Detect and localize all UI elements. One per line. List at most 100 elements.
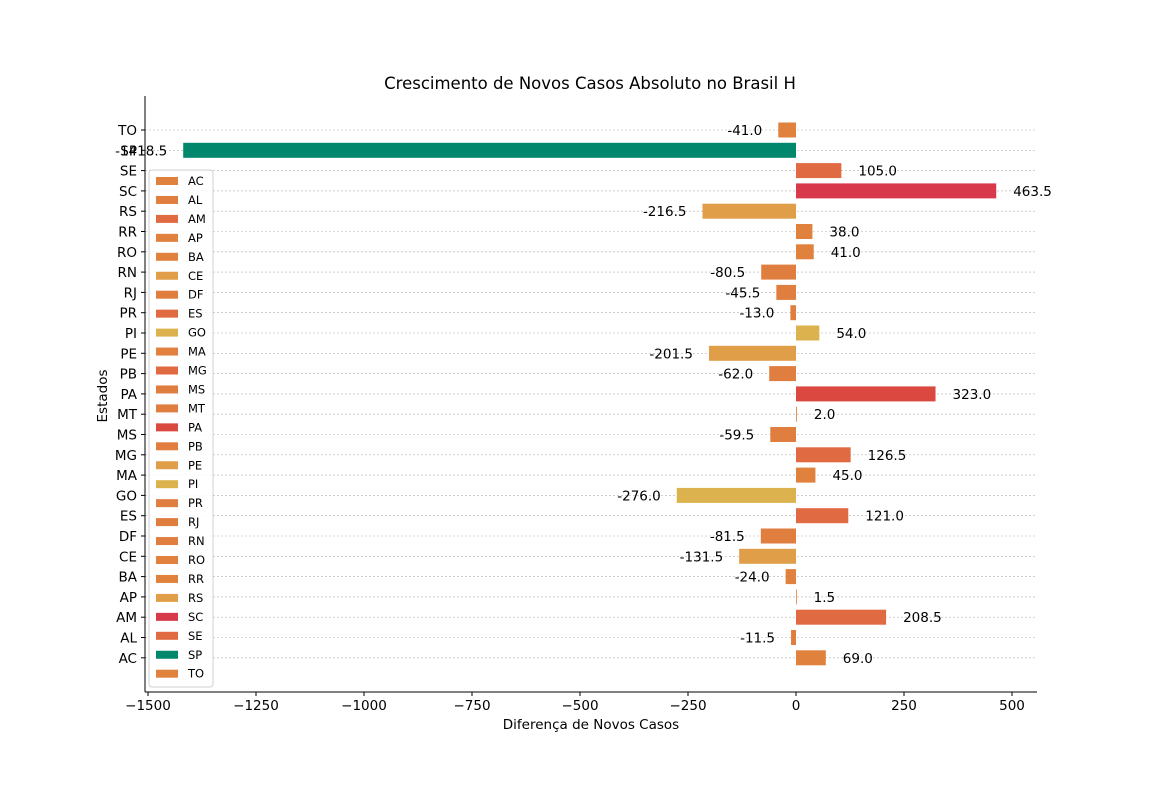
legend-swatch-pi	[156, 480, 178, 489]
data-label-ma: 45.0	[832, 468, 862, 484]
legend-label-al: AL	[188, 193, 203, 207]
legend-label-mt: MT	[188, 401, 206, 415]
legend-swatch-to	[156, 669, 178, 678]
x-tick-label: −500	[561, 698, 598, 714]
legend-label-rr: RR	[188, 572, 204, 586]
data-label-se: 105.0	[858, 164, 897, 180]
bar-pr	[790, 305, 796, 321]
y-tick-label-rr: RR	[118, 225, 137, 241]
y-tick-label-pr: PR	[119, 306, 137, 322]
legend-swatch-mt	[156, 404, 178, 413]
legend-label-ap: AP	[188, 231, 203, 245]
data-label-ap: 1.5	[814, 590, 835, 606]
bar-mt	[796, 406, 797, 422]
legend-label-ma: MA	[188, 345, 206, 359]
data-label-to: -41.0	[727, 123, 762, 139]
data-label-rr: 38.0	[829, 225, 859, 241]
legend-swatch-rn	[156, 537, 178, 546]
data-label-pi: 54.0	[836, 326, 866, 342]
y-tick-label-df: DF	[119, 529, 137, 545]
y-tick-label-ac: AC	[119, 651, 137, 667]
legend-swatch-al	[156, 195, 178, 204]
y-tick-label-pb: PB	[120, 367, 137, 383]
legend-label-sc: SC	[188, 610, 203, 624]
legend-swatch-ma	[156, 347, 178, 356]
bar-df	[760, 528, 796, 544]
bar-pb	[769, 366, 796, 382]
data-label-pa: 323.0	[953, 387, 992, 403]
y-tick-label-sc: SC	[119, 184, 137, 200]
legend-label-go: GO	[188, 326, 206, 340]
bar-rr	[796, 224, 813, 239]
bar-am	[796, 609, 887, 625]
x-tick-label: −250	[669, 698, 706, 714]
data-label-df: -81.5	[710, 529, 745, 545]
y-tick-label-mg: MG	[115, 448, 137, 464]
y-tick-label-pe: PE	[120, 346, 137, 362]
bar-go	[676, 487, 796, 503]
bar-to	[778, 122, 796, 138]
ticks: −1500 −1250 −1000 −750 −500 −250 0 250 500 TO SP SE…	[115, 123, 1025, 714]
bar-mg	[796, 447, 851, 463]
legend-swatch-rs	[156, 593, 178, 602]
x-tick-label: 250	[891, 698, 917, 714]
data-label-ro: 41.0	[831, 245, 861, 261]
legend-label-to: TO	[187, 667, 204, 681]
bar-pa	[796, 386, 936, 402]
legend-swatch-ms	[156, 385, 178, 394]
bar-rs	[702, 203, 796, 219]
y-tick-label-ce: CE	[119, 549, 137, 565]
legend-label-pe: PE	[188, 458, 202, 472]
legend-swatch-sp	[156, 650, 178, 659]
legend-swatch-ce	[156, 271, 178, 280]
data-label-rn: -80.5	[710, 265, 745, 281]
bar-pi	[796, 325, 820, 341]
bar-ro	[796, 244, 814, 260]
bar-sp	[183, 142, 796, 158]
bar-se	[796, 163, 842, 179]
bar-ap	[796, 589, 797, 605]
legend-label-mg: MG	[188, 364, 207, 378]
y-tick-label-rs: RS	[119, 204, 137, 220]
data-label-rj: -45.5	[725, 285, 760, 301]
legend-label-rj: RJ	[188, 515, 199, 529]
legend-swatch-am	[156, 214, 178, 223]
bars	[183, 122, 997, 666]
data-label-es: 121.0	[865, 509, 904, 525]
bar-ma	[796, 467, 816, 483]
legend: AC AL AM AP BA CE DF ES GO MA MG MS MT PA PB PE PI PR RJ RN…	[148, 169, 214, 688]
x-tick-label: 0	[792, 698, 801, 714]
legend-label-se: SE	[188, 629, 203, 643]
legend-swatch-pb	[156, 442, 178, 451]
legend-swatch-df	[156, 290, 178, 299]
y-tick-label-se: SE	[120, 164, 137, 180]
legend-swatch-ro	[156, 556, 178, 564]
bar-al	[791, 630, 796, 645]
legend-label-sp: SP	[188, 648, 202, 662]
data-label-mt: 2.0	[814, 407, 835, 423]
bar-es	[796, 508, 849, 524]
bar-ba	[785, 569, 796, 585]
data-label-rs: -216.5	[643, 204, 687, 220]
legend-label-rs: RS	[188, 591, 203, 605]
x-tick-label: −1250	[233, 698, 279, 714]
legend-label-pb: PB	[188, 439, 203, 453]
legend-swatch-rj	[156, 518, 178, 527]
legend-label-ro: RO	[188, 553, 205, 567]
chart-title: Crescimento de Novos Casos Absoluto no B…	[384, 74, 796, 93]
x-axis-label: Diferença de Novos Casos	[503, 717, 679, 733]
data-label-ac: 69.0	[843, 651, 873, 667]
legend-swatch-ba	[156, 252, 178, 261]
x-tick-label: −750	[453, 698, 490, 714]
legend-label-pa: PA	[188, 420, 202, 434]
y-tick-label-pi: PI	[125, 326, 137, 342]
data-label-mg: 126.5	[868, 448, 907, 464]
y-tick-label-pa: PA	[120, 387, 137, 403]
y-tick-label-mt: MT	[117, 407, 138, 423]
bar-ce	[739, 548, 796, 564]
bar-sc	[796, 183, 997, 199]
legend-swatch-se	[156, 631, 178, 640]
data-labels: -41.0 -1418.5 105.0 463.5 -216.5 38.0 41.0 -80.…	[115, 123, 1052, 667]
legend-label-df: DF	[188, 288, 203, 302]
